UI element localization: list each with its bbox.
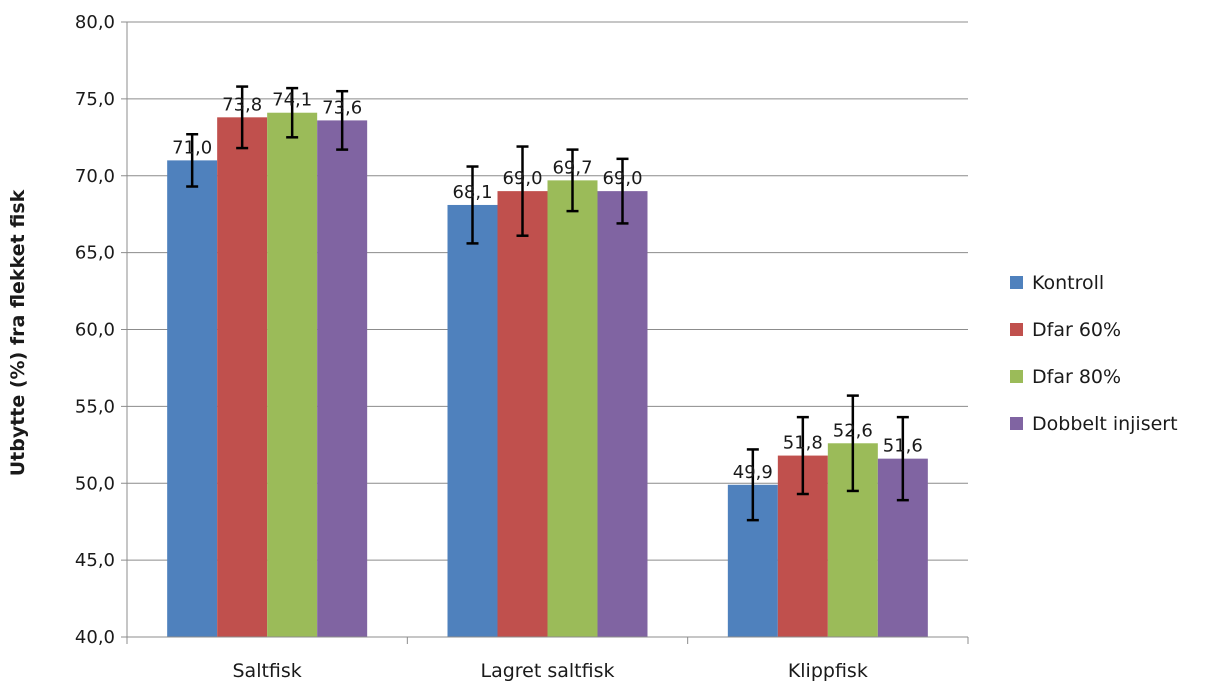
data-label: 51,8 — [783, 433, 823, 454]
legend-label: Dfar 60% — [1032, 319, 1121, 341]
bar — [167, 160, 218, 637]
y-tick-label: 80,0 — [75, 12, 115, 33]
x-category-label: Lagret saltfisk — [480, 660, 614, 682]
data-label: 69,7 — [552, 157, 592, 178]
legend: Kontroll Dfar 60% Dfar 80% Dobbelt injisert — [1010, 272, 1178, 435]
y-tick-label: 45,0 — [75, 550, 115, 571]
y-tick-label: 70,0 — [75, 166, 115, 187]
data-label: 49,9 — [733, 462, 773, 483]
x-category-label: Klippfisk — [788, 660, 868, 682]
y-tick-label: 65,0 — [75, 243, 115, 264]
y-tick-label: 50,0 — [75, 473, 115, 494]
x-category-label: Saltfisk — [233, 660, 302, 682]
y-axis-title: Utbytte (%) fra flekket fisk — [7, 189, 29, 476]
labels: 40,0 45,0 50,0 55,0 60,0 65,0 70,0 75,0 80,0 Salt… — [75, 12, 923, 682]
y-tick-label: 60,0 — [75, 320, 115, 341]
legend-swatch — [1010, 417, 1023, 430]
legend-label: Dfar 80% — [1032, 366, 1121, 388]
data-label: 52,6 — [833, 420, 873, 441]
data-label: 73,6 — [322, 97, 362, 118]
legend-swatch — [1010, 323, 1023, 336]
y-tick-label: 40,0 — [75, 627, 115, 648]
data-label: 69,0 — [502, 168, 542, 189]
bar — [497, 191, 548, 637]
bar — [447, 204, 498, 637]
data-label: 73,8 — [222, 94, 262, 115]
axes — [121, 21, 969, 644]
legend-swatch — [1010, 370, 1023, 383]
legend-label: Kontroll — [1032, 272, 1104, 294]
data-label: 51,6 — [883, 436, 923, 457]
bar — [597, 191, 648, 637]
data-label: 71,0 — [172, 137, 212, 158]
y-tick-label: 75,0 — [75, 89, 115, 110]
y-tick-label: 55,0 — [75, 396, 115, 417]
legend-swatch — [1010, 276, 1023, 289]
data-label: 74,1 — [272, 90, 312, 111]
bar — [317, 120, 368, 637]
legend-label: Dobbelt injisert — [1032, 413, 1178, 435]
bar — [217, 117, 268, 637]
bar — [547, 180, 598, 638]
bar — [267, 112, 318, 637]
bars — [167, 85, 928, 638]
data-label: 68,1 — [452, 182, 492, 203]
data-label: 69,0 — [602, 168, 642, 189]
